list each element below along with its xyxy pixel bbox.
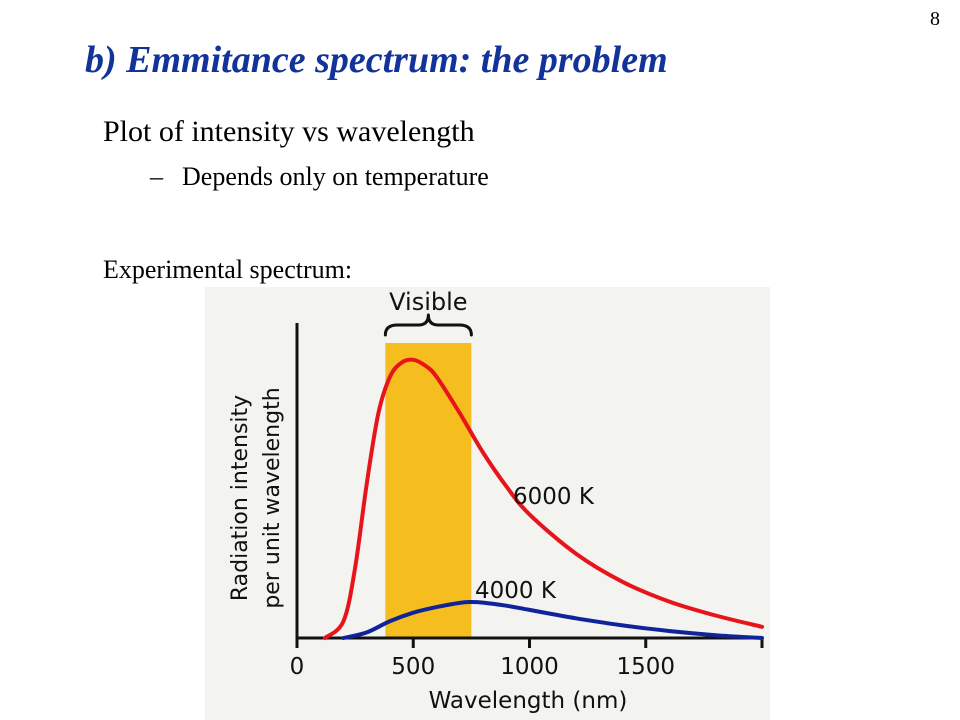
x-tick-label: 1000 xyxy=(500,654,559,680)
visible-label: Visible xyxy=(389,288,467,316)
bullet-dash: – xyxy=(150,162,163,191)
visible-brace xyxy=(383,313,473,337)
chart-panel: Visible 0 500 1000 1500 6000 K 4000 K Radia… xyxy=(205,287,770,720)
bullet-main: Plot of intensity vs wavelength xyxy=(103,115,475,148)
y-axis-label-line-1: Radiation intensity xyxy=(228,395,253,601)
slide-number: 8 xyxy=(930,8,940,30)
bullet-sub-text: Depends only on temperature xyxy=(182,162,489,191)
x-axis-label: Wavelength (nm) xyxy=(429,688,628,714)
series-4000k-line xyxy=(341,600,764,640)
blackbody-chart: Visible 0 500 1000 1500 6000 K 4000 K Radia… xyxy=(228,288,764,714)
x-ticks: 0 500 1000 1500 xyxy=(290,638,764,680)
visible-band xyxy=(385,343,472,638)
series-4000k-label: 4000 K xyxy=(475,578,557,604)
slide-title: b) Emmitance spectrum: the problem xyxy=(85,39,668,81)
series-6000k-label: 6000 K xyxy=(513,484,595,510)
x-tick-label: 0 xyxy=(290,654,305,680)
series-6000k-line xyxy=(322,357,764,640)
spectrum-label: Experimental spectrum: xyxy=(103,255,353,284)
x-tick-label: 1500 xyxy=(616,654,675,680)
x-tick-label: 500 xyxy=(391,654,435,680)
bullet-sub: – Depends only on temperature xyxy=(150,162,489,192)
y-axis-label-line-2: per unit wavelength xyxy=(260,387,285,608)
